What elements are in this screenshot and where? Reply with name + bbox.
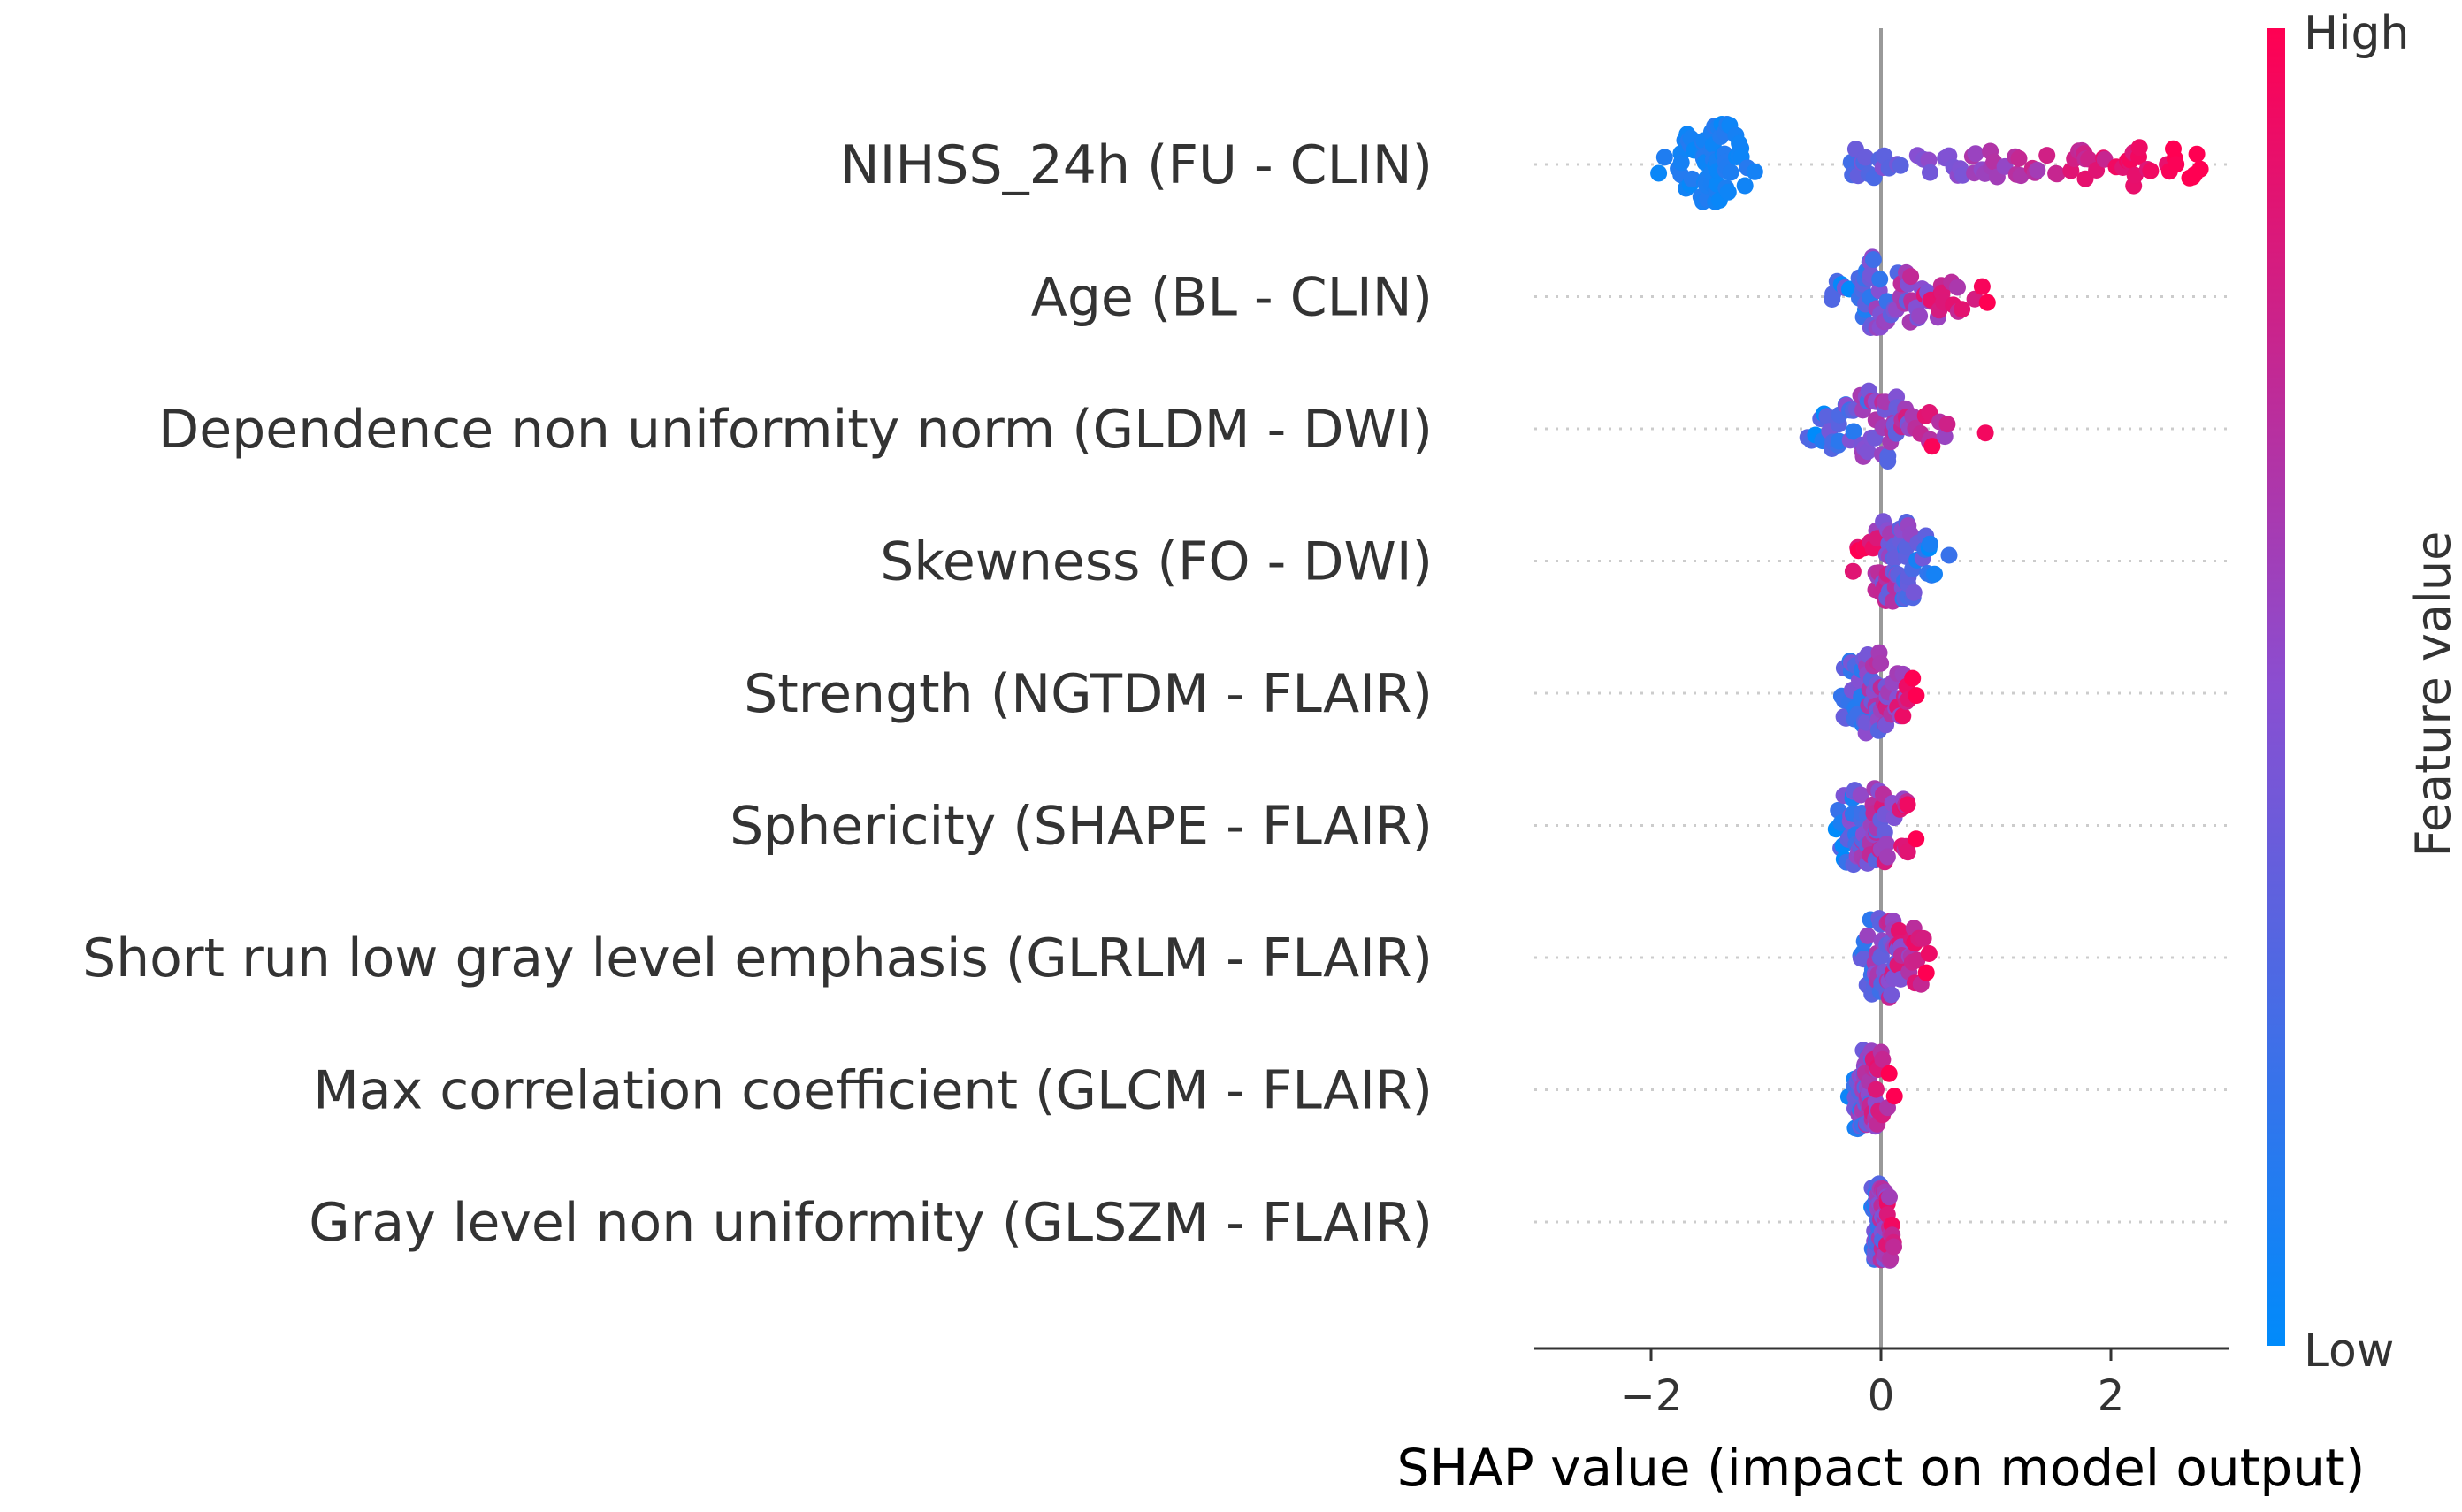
colorbar-title: Feature value bbox=[2405, 531, 2461, 858]
shap-point bbox=[1905, 584, 1923, 601]
shap-point bbox=[1880, 1065, 1898, 1082]
shap-point bbox=[1940, 546, 1958, 564]
shap-point bbox=[1878, 848, 1896, 866]
x-tick-label: 0 bbox=[1868, 1371, 1895, 1421]
shap-point bbox=[1908, 830, 1925, 848]
shap-point bbox=[1902, 268, 1920, 286]
shap-point bbox=[1883, 986, 1900, 1004]
x-axis-title: SHAP value (impact on model output) bbox=[1397, 1438, 2366, 1498]
shap-point bbox=[1899, 796, 1916, 813]
shap-point bbox=[1719, 183, 1737, 201]
shap-point bbox=[1859, 443, 1877, 461]
shap-point bbox=[1845, 423, 1862, 440]
shap-point bbox=[1852, 786, 1869, 804]
shap-point bbox=[2048, 165, 2066, 183]
shap-point bbox=[1650, 164, 1668, 182]
shap-point bbox=[1872, 654, 1890, 672]
feature-label: Age (BL - CLIN) bbox=[1031, 267, 1433, 329]
feature-label: Skewness (FO - DWI) bbox=[880, 531, 1433, 593]
data-points bbox=[1650, 116, 2209, 1269]
x-ticks: −2 0 2 bbox=[1620, 1348, 2125, 1421]
shap-point bbox=[1938, 416, 1956, 433]
feature-label: Sphericity (SHAPE - FLAIR) bbox=[730, 796, 1433, 858]
colorbar bbox=[2267, 28, 2285, 1346]
shap-point bbox=[2191, 160, 2209, 178]
feature-label: Short run low gray level emphasis (GLRLM… bbox=[82, 928, 1433, 989]
shap-point bbox=[1967, 145, 1984, 163]
shap-point bbox=[2010, 149, 2028, 167]
shap-point bbox=[2126, 166, 2144, 184]
shap-point bbox=[1736, 177, 1754, 195]
shap-point bbox=[1954, 301, 1971, 318]
colorbar-low-label: Low bbox=[2304, 1325, 2394, 1378]
shap-point bbox=[1746, 163, 1763, 180]
shap-point bbox=[1844, 562, 1862, 580]
shap-point bbox=[2038, 147, 2056, 164]
shap-point bbox=[1879, 447, 1897, 465]
shap-point bbox=[1881, 1188, 1898, 1206]
shap-point bbox=[1877, 836, 1895, 853]
shap-point bbox=[1920, 945, 1938, 962]
shap-point bbox=[1899, 844, 1916, 861]
shap-point bbox=[1890, 921, 1908, 939]
shap-point bbox=[1917, 964, 1935, 981]
shap-point bbox=[2168, 156, 2185, 173]
shap-point bbox=[1672, 154, 1690, 172]
shap-point bbox=[1949, 279, 1966, 296]
shap-point bbox=[1978, 294, 1996, 311]
shap-point bbox=[1871, 271, 1889, 288]
shap-point bbox=[1892, 157, 1909, 174]
shap-point bbox=[1894, 707, 1912, 725]
shap-point bbox=[2142, 162, 2160, 179]
x-tick-label: 2 bbox=[2098, 1371, 2125, 1421]
colorbar-high-label: High bbox=[2304, 7, 2410, 60]
shap-point bbox=[1655, 149, 1673, 166]
shap-point bbox=[1923, 438, 1941, 455]
x-tick-label: −2 bbox=[1620, 1371, 1683, 1421]
shap-point bbox=[2188, 145, 2206, 163]
shap-point bbox=[1722, 164, 1739, 181]
shap-point bbox=[1859, 927, 1877, 944]
shap-point bbox=[1864, 251, 1882, 269]
feature-label: Strength (NGTDM - FLAIR) bbox=[744, 663, 1433, 725]
feature-labels: NIHSS_24h (FU - CLIN) Age (BL - CLIN) Depe… bbox=[82, 134, 1433, 1254]
shap-point bbox=[1885, 1238, 1902, 1256]
shap-point bbox=[1904, 669, 1922, 687]
shap-point bbox=[1885, 1088, 1903, 1105]
shap-point bbox=[1683, 170, 1701, 187]
shap-point bbox=[1921, 535, 1938, 553]
shap-point bbox=[1976, 424, 1994, 442]
shap-point bbox=[1868, 1081, 1885, 1098]
feature-label: Dependence non uniformity norm (GLDM - D… bbox=[158, 399, 1433, 461]
shap-point bbox=[1874, 1050, 1892, 1068]
shap-point bbox=[1908, 687, 1925, 705]
shap-point bbox=[1973, 278, 1991, 295]
feature-label: Max correlation coefficient (GLCM - FLAI… bbox=[313, 1060, 1433, 1122]
shap-point bbox=[1911, 307, 1929, 325]
shap-point bbox=[1920, 151, 1938, 169]
shap-point bbox=[1857, 149, 1875, 166]
feature-label: NIHSS_24h (FU - CLIN) bbox=[840, 134, 1433, 196]
shap-point bbox=[1926, 565, 1943, 583]
feature-label: Gray level non uniformity (GLSZM - FLAIR… bbox=[309, 1192, 1433, 1254]
shap-point bbox=[2130, 139, 2148, 157]
shap-point bbox=[1818, 408, 1836, 425]
shap-point bbox=[2029, 161, 2046, 179]
shap-point bbox=[1922, 164, 1938, 181]
shap-point bbox=[1915, 929, 1932, 947]
